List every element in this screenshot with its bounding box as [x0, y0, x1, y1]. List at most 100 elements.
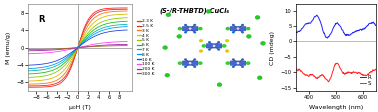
Circle shape — [232, 31, 235, 33]
Line: 7 K: 7 K — [28, 24, 127, 71]
Circle shape — [237, 62, 239, 64]
300 K — [107, 45, 112, 47]
Legend: 2.3 K, 2.5 K, 3 K, 4 K, 5 K, 6 K, 7 K, 8 K, 10 K, 100 K, 200 K, 300 K: 2.3 K, 2.5 K, 3 K, 4 K, 5 K, 6 K, 7 K, 8… — [136, 17, 156, 78]
300 K — [122, 45, 127, 46]
2.3 K — [122, 7, 127, 9]
200 K — [79, 46, 84, 48]
6 K — [107, 22, 112, 24]
Circle shape — [241, 31, 244, 33]
R — [321, 30, 325, 32]
Circle shape — [226, 61, 230, 65]
10 K — [26, 65, 31, 66]
6 K — [122, 21, 127, 22]
Circle shape — [166, 13, 171, 17]
FancyBboxPatch shape — [206, 44, 222, 48]
100 K — [125, 41, 129, 42]
2.3 K — [107, 8, 112, 9]
Circle shape — [255, 15, 260, 19]
Circle shape — [178, 61, 182, 65]
8 K — [74, 49, 78, 50]
100 K — [107, 42, 112, 43]
Circle shape — [184, 31, 187, 33]
3 K — [26, 83, 31, 85]
8 K — [122, 26, 127, 27]
Line: 200 K: 200 K — [28, 44, 127, 51]
Circle shape — [225, 49, 229, 53]
Y-axis label: CD (mdeg): CD (mdeg) — [270, 31, 275, 65]
4 K — [73, 52, 77, 53]
5 K — [79, 41, 84, 42]
Line: 4 K: 4 K — [28, 14, 127, 81]
Circle shape — [184, 58, 187, 61]
Circle shape — [246, 27, 251, 30]
3 K — [73, 53, 77, 54]
6 K — [125, 21, 129, 22]
7 K — [125, 24, 129, 25]
Y-axis label: M (emu/g): M (emu/g) — [6, 31, 11, 64]
Line: 300 K: 300 K — [28, 46, 127, 50]
Circle shape — [189, 27, 192, 30]
Circle shape — [184, 24, 187, 26]
Line: 10 K: 10 K — [28, 30, 127, 65]
Circle shape — [189, 62, 192, 64]
200 K — [85, 46, 90, 47]
S — [354, 72, 359, 73]
R — [304, 23, 308, 24]
R — [346, 34, 351, 36]
Circle shape — [241, 58, 244, 61]
Line: 2.5 K: 2.5 K — [28, 9, 127, 86]
3 K — [85, 26, 90, 28]
200 K — [122, 44, 127, 45]
Circle shape — [232, 24, 235, 26]
R — [376, 27, 378, 28]
6 K — [85, 35, 90, 37]
8 K — [79, 43, 84, 44]
100 K — [73, 47, 77, 49]
Circle shape — [165, 73, 170, 77]
Circle shape — [212, 45, 215, 47]
Circle shape — [178, 27, 182, 30]
10 K — [125, 29, 129, 31]
2.5 K — [85, 23, 90, 24]
8 K — [73, 49, 77, 51]
Circle shape — [241, 66, 244, 68]
2.3 K — [85, 21, 90, 22]
Circle shape — [222, 44, 226, 48]
300 K — [74, 47, 78, 48]
3 K — [79, 37, 84, 38]
2.3 K — [26, 87, 31, 88]
Circle shape — [260, 41, 265, 45]
Circle shape — [217, 83, 222, 87]
3 K — [74, 52, 78, 53]
Line: 6 K: 6 K — [28, 21, 127, 74]
4 K — [79, 39, 84, 40]
Line: 5 K: 5 K — [28, 18, 127, 77]
Circle shape — [184, 66, 187, 68]
2.5 K — [79, 35, 84, 37]
3 K — [107, 11, 112, 13]
8 K — [107, 28, 112, 29]
300 K — [26, 49, 31, 50]
S — [327, 81, 331, 82]
10 K — [73, 49, 77, 50]
300 K — [85, 46, 90, 48]
Circle shape — [201, 44, 206, 48]
X-axis label: μ₀H (T): μ₀H (T) — [70, 105, 91, 110]
2.3 K — [73, 55, 77, 56]
3 K — [125, 10, 129, 12]
Circle shape — [198, 61, 203, 65]
2.5 K — [125, 9, 129, 10]
S — [321, 74, 325, 76]
7 K — [122, 24, 127, 25]
100 K — [122, 41, 127, 42]
Text: (S-/R-THBTD)₂CuCl₆: (S-/R-THBTD)₂CuCl₆ — [160, 7, 230, 14]
Line: 2.3 K: 2.3 K — [28, 8, 127, 87]
Circle shape — [217, 41, 220, 43]
S — [326, 81, 331, 82]
Circle shape — [226, 27, 230, 30]
Circle shape — [217, 48, 220, 51]
10 K — [79, 44, 84, 45]
2.5 K — [26, 85, 31, 87]
Circle shape — [237, 27, 239, 30]
2.5 K — [122, 9, 127, 10]
